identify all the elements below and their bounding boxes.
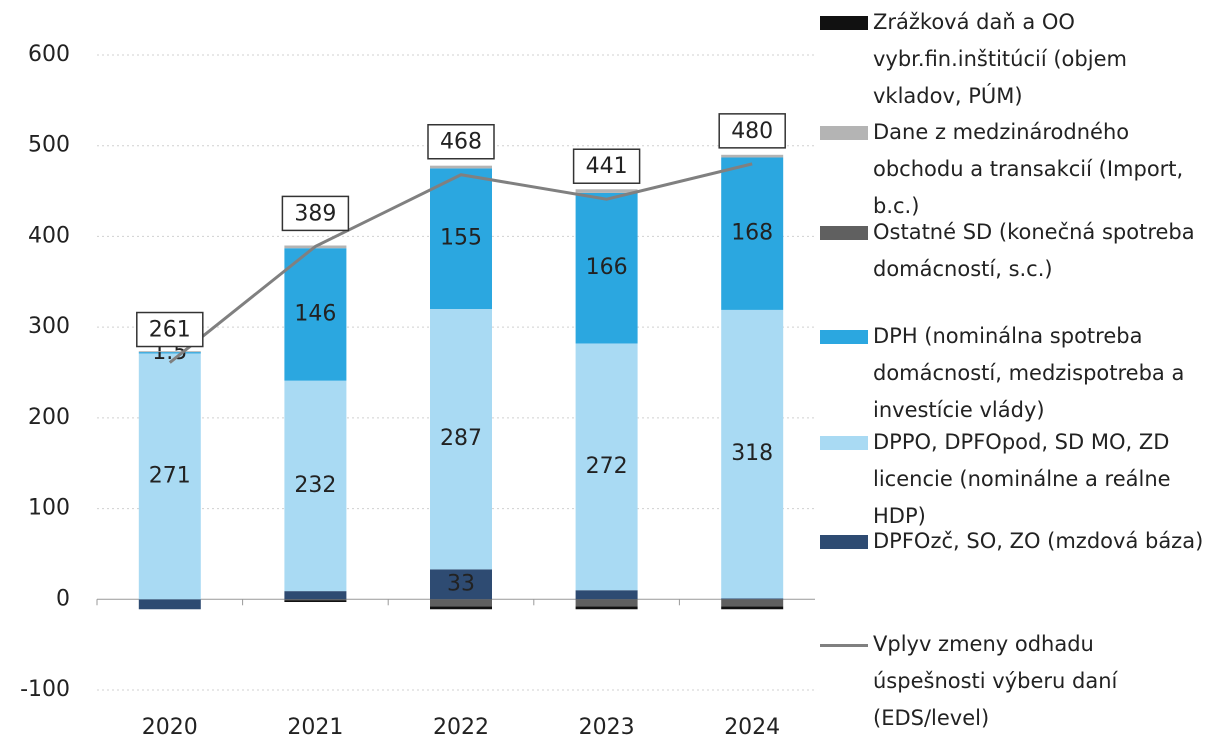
bar-segment [575,599,638,607]
legend-entry: Vplyv zmeny odhadu úspešnosti výberu dan… [820,626,1206,737]
x-tick-label: 2022 [433,715,489,739]
x-tick-label: 2024 [724,715,780,739]
legend-label: DPFOzč, SO, ZO (mzdová báza) [873,529,1204,553]
bar-segment [430,165,492,169]
data-label: 166 [586,255,628,280]
label-box [281,195,350,232]
data-label: 272 [586,454,628,479]
legend-label: DPH (nominálna spotreba domácností, medz… [873,324,1185,422]
data-label: 261 [149,318,191,343]
bar-segment [575,590,638,600]
legend-swatch [820,644,868,647]
bar-segment [138,599,201,610]
y-tick-label: 500 [28,133,70,158]
label-box [572,148,641,184]
y-tick-label: 300 [28,314,70,339]
bar-segment [575,343,638,591]
bar-segment [284,380,347,592]
bar-segment [721,154,784,158]
bar-segment [721,309,784,599]
bar-segment [721,599,784,607]
data-label: 287 [440,426,482,451]
y-tick-label: 100 [28,496,70,521]
y-tick-label: 0 [56,586,70,611]
bar-segment [721,157,784,310]
data-label: 168 [731,221,773,246]
bar-segment [138,351,201,353]
data-label: 33 [447,571,475,596]
bar-segment [138,353,201,600]
bar-segment [138,352,201,354]
bar-segment [284,599,347,601]
legend-entry: DPH (nominálna spotreba domácností, medz… [820,318,1206,429]
x-tick-label: 2021 [287,715,343,739]
legend-entry: Ostatné SD (konečná spotreba domácností,… [820,214,1206,288]
bar-segment [721,598,784,600]
data-label: 389 [294,201,336,226]
bar-segment [284,248,347,381]
legend-swatch [820,226,868,240]
y-tick-label: 400 [28,223,70,248]
bar-segment [575,189,638,193]
data-label: 155 [440,226,482,251]
legend-label: Ostatné SD (konečná spotreba domácností,… [873,220,1195,281]
line [168,162,753,364]
label-box [427,123,495,160]
bar-segment [430,606,492,610]
bar-segment [284,591,347,600]
bar-segment [284,600,347,603]
legend-label: DPPO, DPFOpod, SD MO, ZD licencie (nomin… [873,430,1171,528]
data-label: 480 [731,119,773,144]
bar-segment [575,606,638,610]
legend-label: Vplyv zmeny odhadu úspešnosti výberu dan… [873,632,1118,730]
legend-swatch [820,330,868,344]
data-label: 146 [294,301,336,326]
data-label: 318 [731,441,773,466]
legend-entry: Dane z medzinárodného obchodu a transakc… [820,114,1206,225]
legend-swatch [820,535,868,549]
bar-segment [430,309,492,570]
bar-segment [430,168,492,309]
legend-entry: DPPO, DPFOpod, SD MO, ZD licencie (nomin… [820,424,1206,535]
bar-segment [430,599,492,607]
data-label: 468 [440,130,482,155]
data-label: 441 [586,154,628,179]
data-label: 271 [149,463,191,488]
label-box [136,311,204,348]
x-tick-label: 2020 [142,715,198,739]
data-label: 232 [294,473,336,498]
legend-entry: Zrážková daň a OO vybr.fin.inštitúcií (o… [820,4,1206,115]
y-tick-label: 600 [28,42,70,67]
legend-swatch [820,436,868,450]
legend-swatch [820,126,868,140]
y-tick-label: -100 [20,677,70,702]
label-box [718,113,786,149]
chart: -100010020030040050060020202711.52021232… [20,42,815,739]
x-tick-label: 2023 [579,715,635,739]
legend-label: Zrážková daň a OO vybr.fin.inštitúcií (o… [873,10,1127,108]
legend-label: Dane z medzinárodného obchodu a transakc… [873,120,1184,218]
bar-segment [721,606,784,610]
y-tick-label: 200 [28,405,70,430]
legend-swatch [820,16,868,30]
legend-entry: DPFOzč, SO, ZO (mzdová báza) [820,523,1206,560]
bar-segment [575,192,638,344]
bar-segment [430,569,492,600]
